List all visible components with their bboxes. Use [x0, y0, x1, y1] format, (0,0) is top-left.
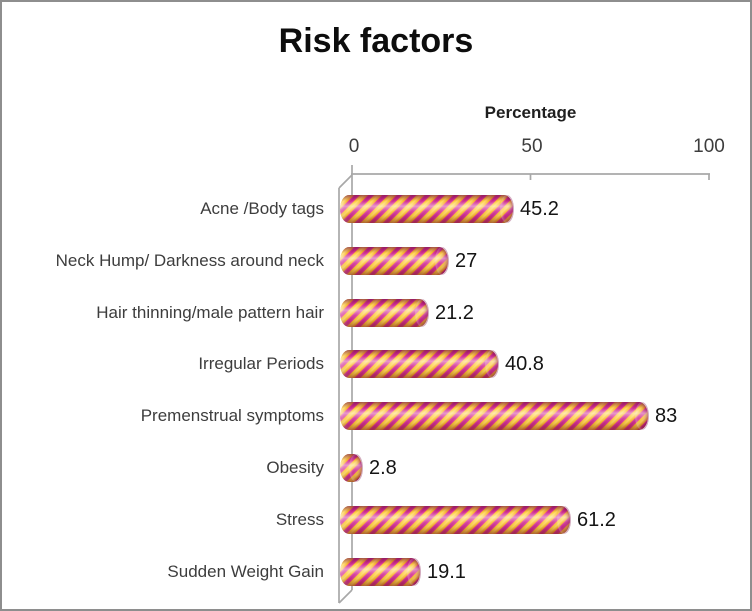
value-label: 83: [655, 405, 678, 428]
x-axis-tick-label-0: 0: [348, 136, 360, 157]
category-label: Irregular Periods: [198, 354, 324, 374]
category-label: Stress: [275, 509, 324, 529]
value-label: 2.8: [369, 457, 397, 479]
value-label: 61.2: [577, 508, 616, 531]
x-axis-tick-label-100: 100: [693, 136, 725, 157]
x-axis-title: Percentage: [484, 103, 577, 122]
bar: [340, 505, 570, 534]
value-label: 40.8: [505, 353, 544, 376]
category-label: Acne /Body tags: [200, 199, 324, 218]
category-label: Neck Hump/ Darkness around neck: [55, 250, 324, 270]
value-label: 45.2: [520, 198, 559, 220]
category-label: Sudden Weight Gain: [167, 561, 324, 581]
value-label: 19.1: [427, 560, 466, 583]
bar: [340, 298, 428, 327]
value-label: 21.2: [435, 301, 474, 324]
bar: [340, 195, 513, 223]
x-axis-tick-label-50: 50: [521, 136, 543, 157]
bar: [340, 246, 448, 275]
category-label: Premenstrual symptoms: [140, 406, 324, 426]
bar: [340, 454, 362, 482]
bar: [340, 350, 498, 379]
category-label: Hair thinning/male pattern hair: [96, 302, 324, 322]
bar: [340, 557, 420, 586]
bar: [340, 402, 648, 431]
chart-title: Risk factors: [278, 22, 474, 60]
value-label: 27: [455, 249, 478, 272]
category-label: Obesity: [266, 458, 324, 477]
